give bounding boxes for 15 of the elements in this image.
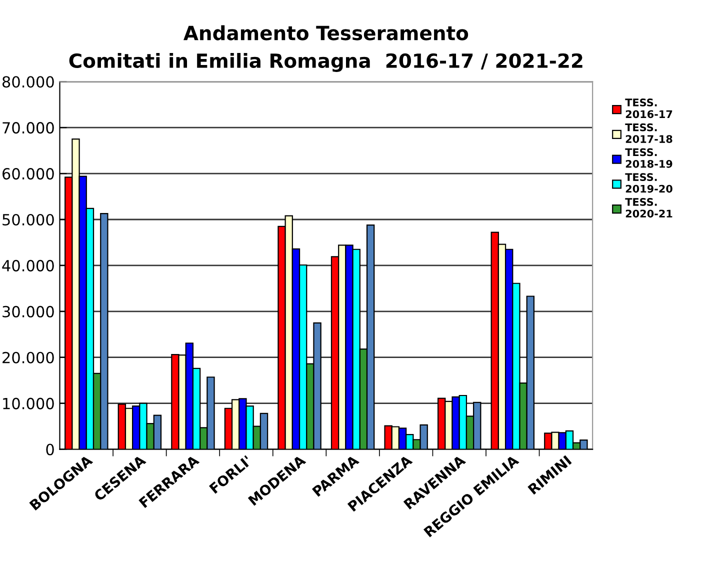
legend-label: TESS. 2017-18	[625, 123, 672, 143]
y-tick-label: 40.000	[2, 260, 54, 272]
y-tick-label: 60.000	[2, 168, 54, 180]
chart-title: Andamento Tesseramento Comitati in Emilia Romagna 2016-17 / 2021-22	[69, 25, 582, 72]
y-tick-label: 80.000	[2, 76, 54, 88]
y-tick-label: 20.000	[2, 352, 54, 364]
y-tick-label: 0	[46, 444, 54, 456]
legend-label: TESS. 2018-19	[625, 148, 672, 168]
legend-label: TESS. 2019-20	[625, 173, 672, 193]
legend-label: TESS. 2016-17	[625, 98, 672, 118]
y-tick-label: 70.000	[2, 122, 54, 134]
y-tick-label: 10.000	[3, 398, 54, 410]
legend-label: TESS. 2020-21	[625, 198, 672, 218]
y-tick-label: 50.000	[2, 214, 54, 226]
y-tick-label: 30.000	[2, 306, 54, 318]
